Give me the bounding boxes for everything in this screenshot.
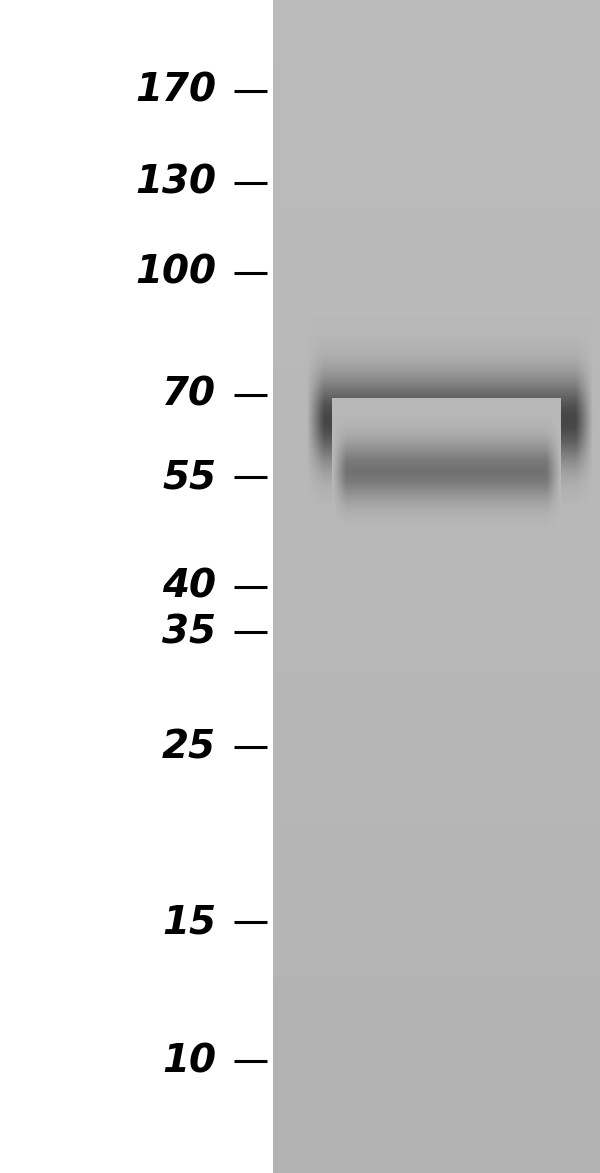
- Text: 100: 100: [135, 253, 216, 292]
- Text: 15: 15: [162, 903, 216, 942]
- Text: 10: 10: [162, 1043, 216, 1080]
- Text: 55: 55: [162, 459, 216, 496]
- Text: 170: 170: [135, 72, 216, 110]
- Text: 40: 40: [162, 568, 216, 605]
- Text: 70: 70: [162, 375, 216, 414]
- Text: 25: 25: [162, 728, 216, 766]
- Text: 35: 35: [162, 613, 216, 651]
- Text: 130: 130: [135, 164, 216, 202]
